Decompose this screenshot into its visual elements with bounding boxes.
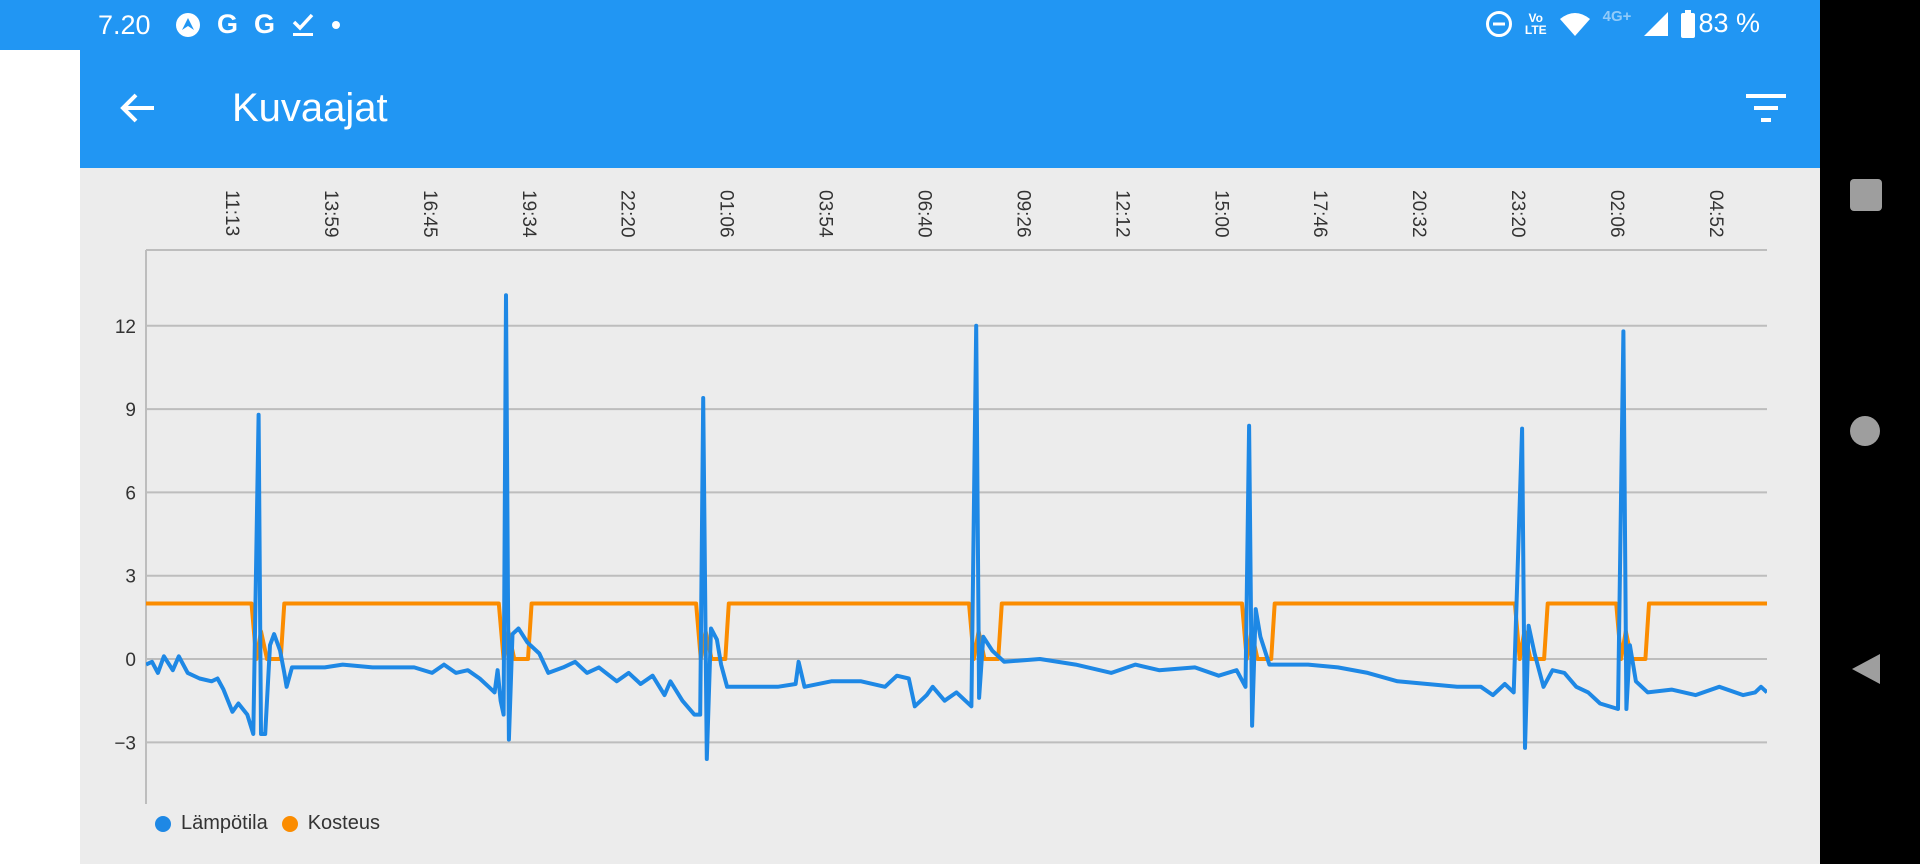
navigation-app-icon <box>176 12 200 37</box>
x-tick-label: 20:32 <box>1408 190 1429 238</box>
x-tick-label: 17:46 <box>1309 190 1330 238</box>
x-tick-label: 12:12 <box>1111 190 1132 238</box>
page-title: Kuvaajat <box>232 86 388 130</box>
chart-area <box>80 168 1820 864</box>
legend-dot <box>281 815 298 832</box>
legend-item-humidity[interactable]: Kosteus <box>281 812 380 835</box>
google-icon: G <box>254 9 276 39</box>
filter-icon[interactable] <box>1746 92 1786 124</box>
wifi-icon <box>1559 12 1590 36</box>
x-tick-label: 04:52 <box>1705 190 1726 238</box>
legend-label: Lämpötila <box>181 812 268 834</box>
x-tick-label: 22:20 <box>617 190 638 238</box>
y-tick-label: 0 <box>125 650 136 671</box>
app-bar: Kuvaajat <box>80 50 1820 168</box>
recents-button[interactable] <box>1850 179 1882 211</box>
x-tick-label: 19:34 <box>518 190 539 238</box>
y-tick-label: 9 <box>125 400 136 421</box>
x-tick-label: 13:59 <box>320 190 341 238</box>
status-bar: 7.20 G G Vo LTE 4G+ 83 % <box>0 0 1820 50</box>
home-button[interactable] <box>1850 416 1880 446</box>
signal-icon <box>1644 11 1669 36</box>
x-tick-label: 03:54 <box>815 190 836 238</box>
y-tick-label: 12 <box>115 317 136 338</box>
x-tick-label: 09:26 <box>1012 190 1033 238</box>
left-edge <box>0 50 80 864</box>
battery-icon <box>1681 9 1696 38</box>
arrow-left-icon[interactable] <box>118 88 158 128</box>
legend-item-temperature[interactable]: Lämpötila <box>155 812 268 835</box>
legend-dot <box>155 815 171 832</box>
download-done-icon <box>292 13 314 36</box>
back-button[interactable] <box>1850 652 1882 686</box>
x-tick-label: 01:06 <box>716 190 737 238</box>
chart-legend: Lämpötila Kosteus <box>155 812 394 835</box>
dot-icon <box>332 20 341 29</box>
do-not-disturb-icon <box>1485 10 1512 37</box>
temperature-series-line <box>146 293 1767 761</box>
battery-status: 83 % <box>1681 8 1760 39</box>
x-tick-label: 15:00 <box>1210 190 1231 238</box>
system-nav-bar <box>1820 0 1920 864</box>
volte-icon: Vo LTE <box>1524 10 1547 37</box>
legend-label: Kosteus <box>307 812 380 834</box>
4g-icon: 4G+ <box>1602 8 1632 25</box>
y-tick-label: −3 <box>114 733 136 754</box>
google-icon: G <box>217 9 239 39</box>
battery-percent: 83 % <box>1698 8 1760 38</box>
y-tick-label: 6 <box>125 483 136 504</box>
x-tick-label: 06:40 <box>914 190 935 238</box>
y-tick-label: 3 <box>125 567 136 588</box>
status-time: 7.20 <box>98 10 151 40</box>
x-tick-label: 11:13 <box>221 190 242 236</box>
x-tick-label: 02:06 <box>1606 190 1627 238</box>
x-tick-label: 23:20 <box>1507 190 1528 238</box>
x-tick-label: 16:45 <box>419 190 440 238</box>
